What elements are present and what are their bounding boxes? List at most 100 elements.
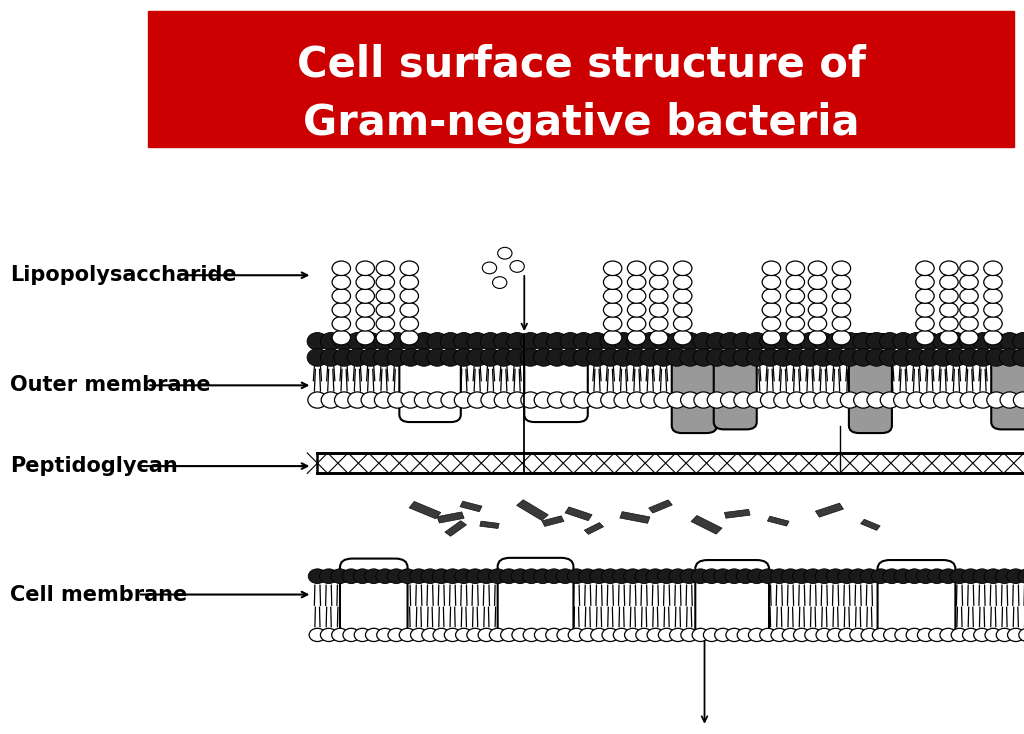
Ellipse shape	[736, 569, 755, 584]
Ellipse shape	[388, 628, 404, 642]
Text: Lipopolysaccharide: Lipopolysaccharide	[10, 265, 237, 286]
Ellipse shape	[334, 333, 354, 350]
Ellipse shape	[915, 261, 934, 275]
Ellipse shape	[906, 349, 927, 366]
Ellipse shape	[587, 349, 607, 366]
Ellipse shape	[749, 628, 765, 642]
Ellipse shape	[501, 628, 517, 642]
Ellipse shape	[613, 628, 630, 642]
Ellipse shape	[808, 261, 826, 275]
Ellipse shape	[400, 302, 419, 317]
Ellipse shape	[893, 333, 913, 350]
Ellipse shape	[894, 569, 912, 584]
Ellipse shape	[959, 330, 978, 345]
Ellipse shape	[467, 333, 487, 350]
FancyBboxPatch shape	[695, 560, 769, 638]
Ellipse shape	[624, 569, 642, 584]
Ellipse shape	[640, 349, 660, 366]
Ellipse shape	[840, 349, 860, 366]
Ellipse shape	[360, 333, 381, 350]
Ellipse shape	[920, 333, 940, 350]
Ellipse shape	[692, 628, 709, 642]
Ellipse shape	[800, 333, 820, 350]
Ellipse shape	[480, 333, 501, 350]
Ellipse shape	[374, 349, 394, 366]
Ellipse shape	[693, 333, 714, 350]
Ellipse shape	[733, 333, 754, 350]
Ellipse shape	[915, 330, 934, 345]
Ellipse shape	[635, 569, 653, 584]
Ellipse shape	[308, 392, 327, 408]
Ellipse shape	[376, 569, 394, 584]
Bar	[517, 500, 548, 520]
Bar	[620, 512, 650, 523]
Ellipse shape	[560, 333, 581, 350]
Ellipse shape	[649, 275, 668, 289]
Ellipse shape	[999, 333, 1020, 350]
Ellipse shape	[895, 628, 911, 642]
Ellipse shape	[905, 569, 924, 584]
Ellipse shape	[522, 569, 541, 584]
Ellipse shape	[649, 288, 668, 303]
Ellipse shape	[774, 392, 793, 408]
Ellipse shape	[808, 288, 826, 303]
Ellipse shape	[628, 261, 646, 275]
Ellipse shape	[786, 330, 805, 345]
Ellipse shape	[332, 288, 350, 303]
Ellipse shape	[986, 333, 1007, 350]
Ellipse shape	[591, 628, 607, 642]
Ellipse shape	[984, 330, 1002, 345]
Ellipse shape	[669, 569, 687, 584]
Ellipse shape	[309, 628, 326, 642]
Ellipse shape	[332, 330, 350, 345]
Ellipse shape	[984, 288, 1002, 303]
Ellipse shape	[557, 628, 573, 642]
Ellipse shape	[826, 349, 847, 366]
Ellipse shape	[762, 316, 780, 331]
Ellipse shape	[733, 349, 754, 366]
Ellipse shape	[376, 330, 394, 345]
Ellipse shape	[928, 569, 946, 584]
Ellipse shape	[440, 349, 461, 366]
Ellipse shape	[353, 569, 372, 584]
Ellipse shape	[866, 349, 887, 366]
Ellipse shape	[646, 569, 665, 584]
FancyBboxPatch shape	[672, 338, 717, 433]
Ellipse shape	[833, 316, 851, 331]
Ellipse shape	[574, 392, 593, 408]
Ellipse shape	[771, 628, 787, 642]
Ellipse shape	[647, 628, 664, 642]
Ellipse shape	[321, 628, 337, 642]
Ellipse shape	[668, 392, 686, 408]
Ellipse shape	[804, 569, 822, 584]
Ellipse shape	[702, 569, 721, 584]
Ellipse shape	[489, 628, 506, 642]
Ellipse shape	[433, 628, 450, 642]
Ellipse shape	[376, 275, 394, 289]
Ellipse shape	[628, 316, 646, 331]
Ellipse shape	[801, 392, 819, 408]
Ellipse shape	[894, 392, 912, 408]
Ellipse shape	[827, 392, 846, 408]
Ellipse shape	[347, 333, 368, 350]
Ellipse shape	[959, 316, 978, 331]
Ellipse shape	[973, 569, 991, 584]
Ellipse shape	[427, 349, 447, 366]
Ellipse shape	[786, 275, 805, 289]
Ellipse shape	[760, 628, 776, 642]
Ellipse shape	[573, 349, 594, 366]
Ellipse shape	[707, 349, 727, 366]
Ellipse shape	[961, 392, 979, 408]
Ellipse shape	[427, 333, 447, 350]
Ellipse shape	[400, 349, 421, 366]
Bar	[724, 509, 751, 518]
Ellipse shape	[800, 349, 820, 366]
Ellipse shape	[613, 333, 634, 350]
Ellipse shape	[332, 302, 350, 317]
Ellipse shape	[511, 569, 529, 584]
Ellipse shape	[854, 392, 872, 408]
Ellipse shape	[973, 333, 993, 350]
Ellipse shape	[947, 392, 966, 408]
Bar	[460, 501, 482, 512]
Ellipse shape	[614, 392, 633, 408]
